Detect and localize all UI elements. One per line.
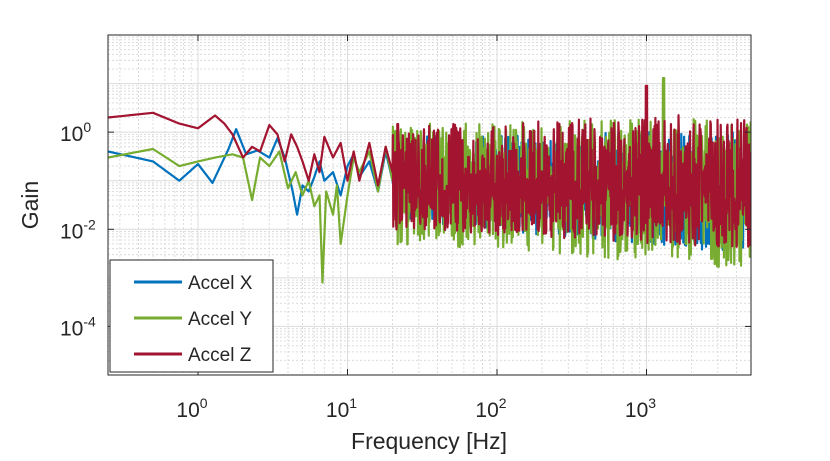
y-tick-label: 10-4 — [60, 313, 96, 340]
legend-label-accel-x: Accel X — [188, 273, 253, 294]
x-tick-labels: 100 101 102 103 — [176, 395, 656, 422]
tick-marks — [108, 35, 751, 375]
x-axis-label: Frequency [Hz] — [351, 428, 507, 454]
legend-label-accel-y: Accel Y — [188, 309, 252, 330]
legend-label-accel-z: Accel Z — [188, 345, 252, 366]
x-tick-label: 101 — [326, 395, 357, 422]
y-tick-labels: 100 10-2 10-4 — [60, 119, 96, 340]
plot-frame — [107, 34, 752, 376]
series-lines — [108, 76, 751, 284]
y-tick-label: 100 — [60, 119, 91, 146]
x-tick-label: 102 — [475, 395, 506, 422]
legend: Accel X Accel Y Accel Z — [109, 259, 274, 373]
y-tick-label: 10-2 — [60, 216, 96, 243]
x-tick-label: 100 — [176, 395, 207, 422]
series-line-accel-z — [108, 84, 751, 248]
y-axis-label: Gain — [17, 181, 43, 230]
x-tick-label: 103 — [625, 395, 656, 422]
